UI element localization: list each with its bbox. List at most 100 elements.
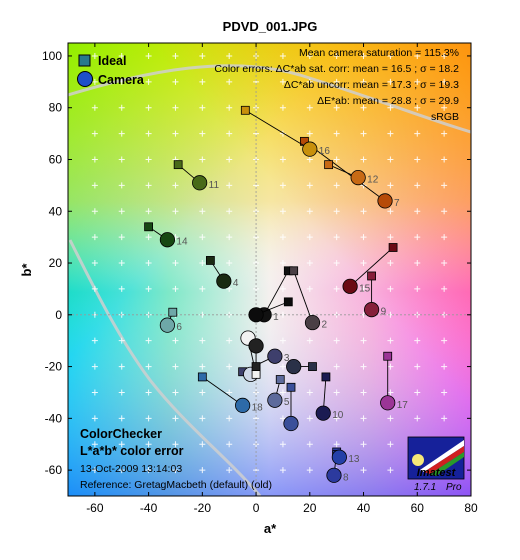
grid-plus <box>279 285 286 292</box>
grid-plus <box>333 234 340 241</box>
grid-plus <box>279 208 286 215</box>
patch-number: 6 <box>176 322 182 333</box>
grid-plus <box>199 415 206 422</box>
patch-error-line <box>202 376 243 406</box>
grid-plus <box>333 156 340 163</box>
legend-camera-label: Camera <box>98 73 145 87</box>
camera-marker-9 <box>363 302 380 318</box>
grid-plus <box>414 363 421 370</box>
y-tick-label: 100 <box>42 49 62 63</box>
grid-plus <box>226 415 233 422</box>
ideal-marker-16 <box>240 105 250 115</box>
grid-plus <box>414 104 421 111</box>
grid-plus <box>387 104 394 111</box>
grid-plus <box>414 130 421 137</box>
grid-plus <box>306 337 313 344</box>
grid-plus <box>360 285 367 292</box>
grid-plus <box>387 260 394 267</box>
ideal-marker-20 <box>251 369 261 379</box>
grid-plus <box>414 260 421 267</box>
grid-plus <box>360 337 367 344</box>
grid-plus <box>333 389 340 396</box>
grid-plus <box>172 467 179 474</box>
camera-marker-12 <box>350 170 366 186</box>
grid-plus <box>226 156 233 163</box>
patch-number: 7 <box>394 198 400 209</box>
grid-plus <box>226 182 233 189</box>
grid-plus <box>145 208 152 215</box>
grid-plus <box>118 285 125 292</box>
patch-number: 17 <box>397 400 409 411</box>
grid-plus <box>172 104 179 111</box>
grid-plus <box>145 104 152 111</box>
grid-plus <box>226 208 233 215</box>
grid-plus <box>333 441 340 448</box>
grid-plus <box>118 130 125 137</box>
grid-plus <box>360 389 367 396</box>
x-tick-label: 40 <box>357 501 371 515</box>
grid-plus <box>279 78 286 85</box>
grid-plus <box>306 415 313 422</box>
grid-plus <box>118 441 125 448</box>
grid-plus <box>360 415 367 422</box>
patch-number: 10 <box>332 410 344 421</box>
grid-plus <box>91 389 98 396</box>
legend-camera-marker <box>77 71 93 87</box>
grid-plus <box>199 156 206 163</box>
grid-plus <box>279 130 286 137</box>
grid-plus <box>118 78 125 85</box>
camera-marker-7 <box>377 193 393 209</box>
grid-plus <box>279 104 286 111</box>
grid-plus <box>199 208 206 215</box>
camera-marker-3 <box>267 348 283 364</box>
grid-plus <box>91 260 98 267</box>
ideal-marker-17 <box>383 351 393 361</box>
patch-number: 14 <box>176 237 188 248</box>
grid-plus <box>118 260 125 267</box>
grid-plus <box>226 52 233 59</box>
grid-plus <box>387 234 394 241</box>
grid-plus <box>199 104 206 111</box>
grid-plus <box>387 285 394 292</box>
grid-plus <box>172 208 179 215</box>
patch-number: 13 <box>348 454 360 465</box>
camera-marker-22 <box>248 307 264 323</box>
grid-plus <box>172 260 179 267</box>
ideal-marker-18 <box>197 372 207 382</box>
patch-number: 5 <box>284 397 290 408</box>
grid-plus <box>279 467 286 474</box>
grid-plus <box>226 363 233 370</box>
grid-plus <box>91 156 98 163</box>
grid-plus <box>118 389 125 396</box>
grid-plus <box>414 389 421 396</box>
grid-plus <box>441 208 448 215</box>
camera-marker-11 <box>192 175 208 191</box>
grid-plus <box>387 156 394 163</box>
grid-plus <box>306 130 313 137</box>
ideal-marker-6 <box>168 307 178 317</box>
patch-error-line <box>293 270 313 323</box>
grid-plus <box>279 182 286 189</box>
grid-plus <box>333 130 340 137</box>
grid-plus <box>279 52 286 59</box>
grid-plus <box>306 467 313 474</box>
grid-plus <box>172 415 179 422</box>
grid-plus <box>333 285 340 292</box>
camera-marker-15 <box>342 278 358 294</box>
grid-plus <box>172 78 179 85</box>
grid-plus <box>172 337 179 344</box>
stats-colorspace: sRGB <box>431 111 459 123</box>
grid-plus <box>226 104 233 111</box>
grid-plus <box>333 260 340 267</box>
grid-plus <box>333 208 340 215</box>
grid-plus <box>172 182 179 189</box>
grid-plus <box>91 441 98 448</box>
grid-plus <box>387 467 394 474</box>
grid-plus <box>145 156 152 163</box>
grid-plus <box>118 208 125 215</box>
grid-plus <box>279 337 286 344</box>
grid-plus <box>118 467 125 474</box>
grid-plus <box>118 104 125 111</box>
grid-plus <box>360 78 367 85</box>
